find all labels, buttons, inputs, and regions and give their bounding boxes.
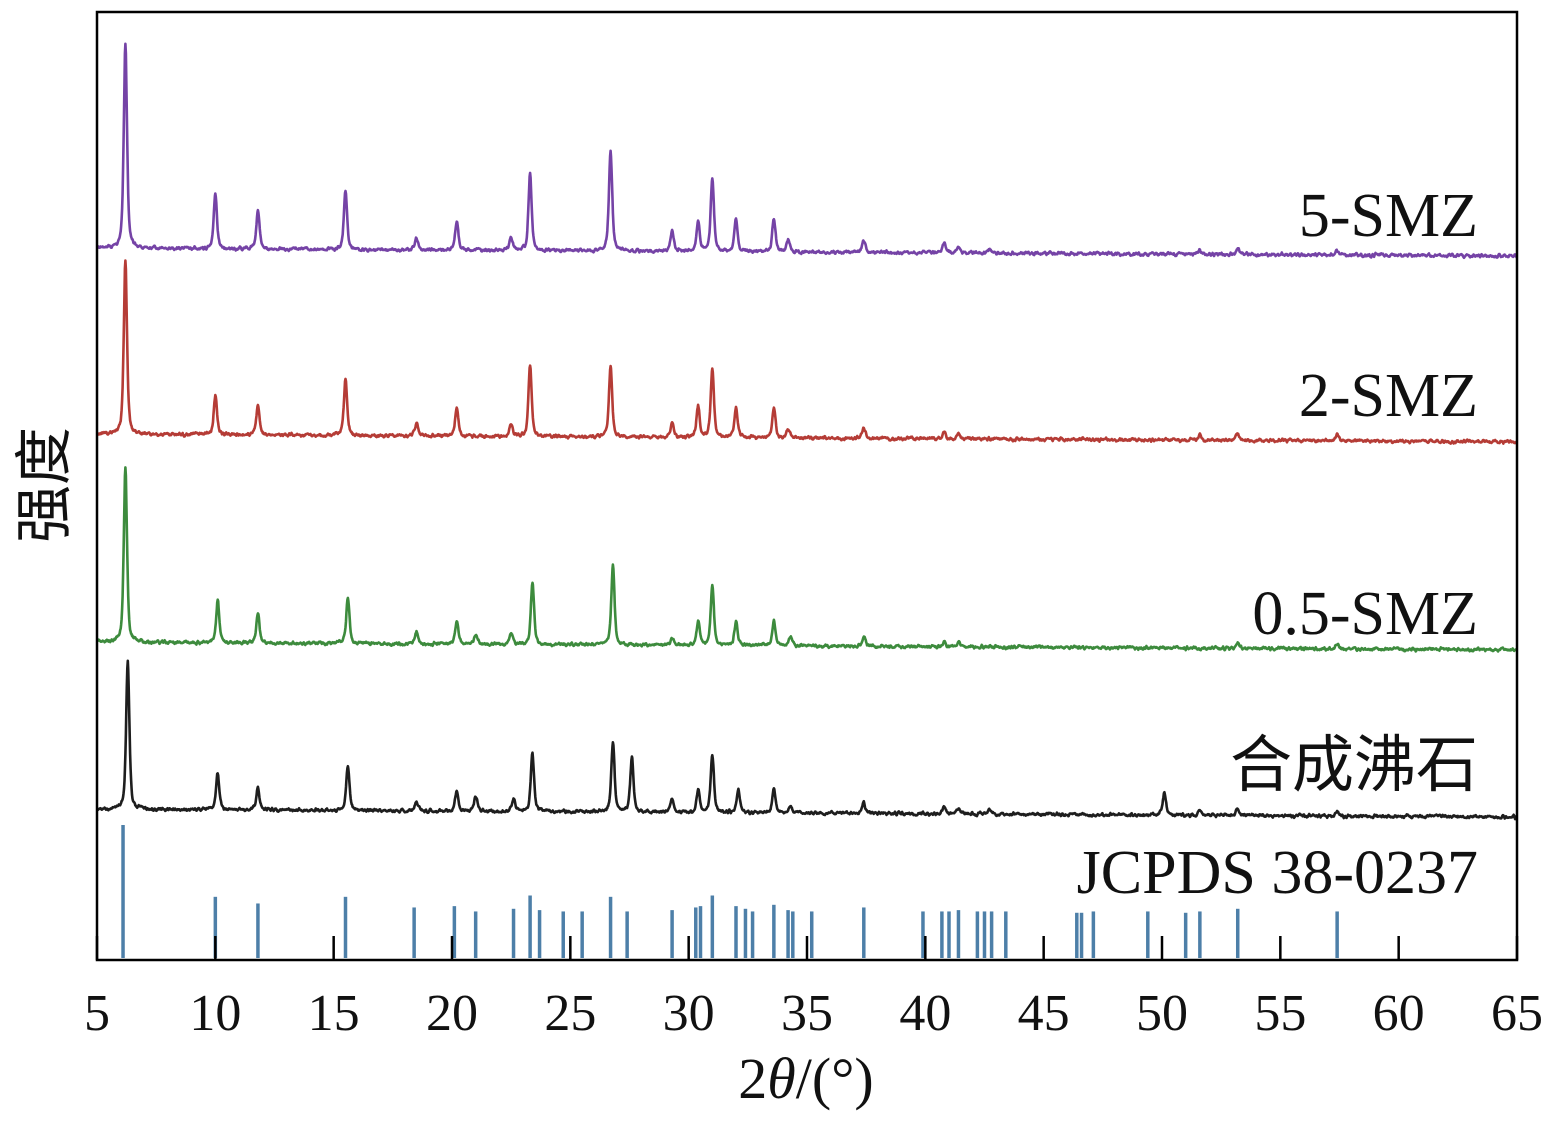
x-axis-ticks	[95, 936, 1519, 960]
diffraction-traces	[95, 42, 1519, 821]
x-tick-label: 25	[544, 985, 596, 1042]
series-label-5-smz: 5-SMZ	[1299, 182, 1478, 250]
x-tick-label: 20	[426, 985, 478, 1042]
reference-label: JCPDS 38-0237	[1077, 839, 1478, 907]
trace-5-smz	[96, 42, 1519, 260]
x-tick-label: 45	[1018, 985, 1070, 1042]
series-label-2-smz: 2-SMZ	[1299, 362, 1478, 430]
x-tick-label: 50	[1136, 985, 1188, 1042]
series-label-synthetic-zeolite: 合成沸石	[1230, 732, 1478, 800]
plot-frame	[95, 10, 1519, 962]
x-tick-label: 35	[781, 985, 833, 1042]
trace-synthetic-zeolite	[95, 659, 1518, 821]
reference-pattern	[121, 825, 1339, 958]
x-axis-tick-labels: 5 10 15 20 25 30 35 40 45 50 55 60 65	[84, 985, 1543, 1042]
trace-0-5-smz	[96, 466, 1519, 653]
x-tick-label: 60	[1373, 985, 1425, 1042]
x-axis-label: 2θ/(°)	[738, 1046, 873, 1111]
x-tick-label: 40	[899, 985, 951, 1042]
x-tick-label: 5	[84, 985, 110, 1042]
trace-2-smz	[96, 259, 1518, 445]
x-tick-label: 55	[1254, 985, 1306, 1042]
x-tick-label: 15	[308, 985, 360, 1042]
x-tick-label: 65	[1491, 985, 1543, 1042]
x-tick-label: 30	[663, 985, 715, 1042]
x-tick-label: 10	[189, 985, 241, 1042]
y-axis-label: 强度	[10, 427, 78, 543]
series-label-0-5-smz: 0.5-SMZ	[1252, 580, 1478, 648]
